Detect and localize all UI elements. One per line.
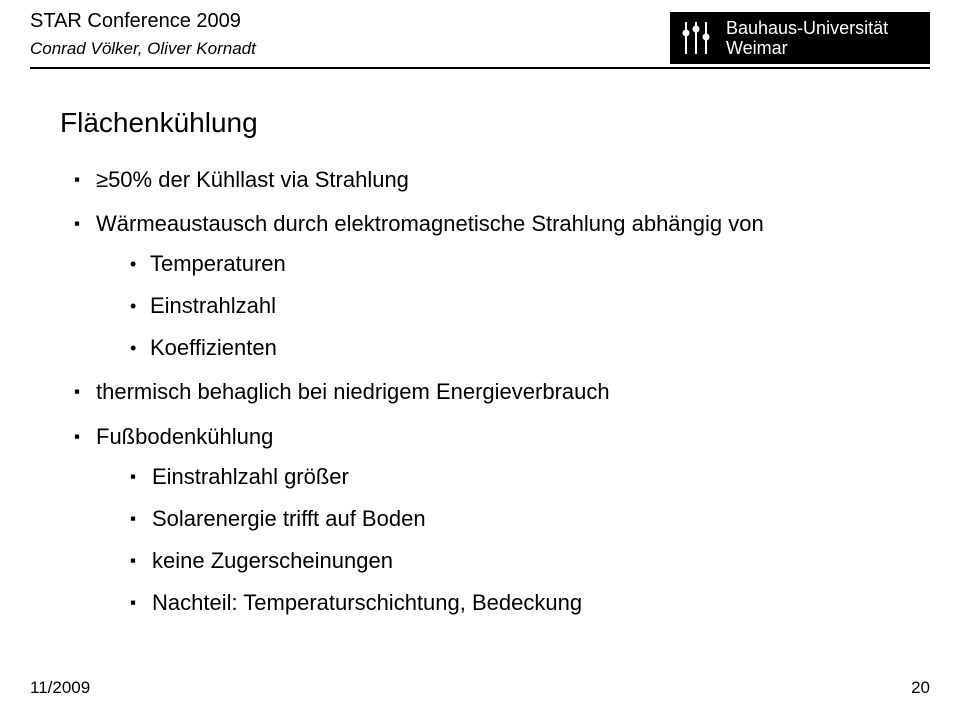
bullet-text: Koeffizienten bbox=[150, 335, 277, 360]
bullet-list: ≥50% der Kühllast via Strahlung Wärmeaus… bbox=[60, 163, 900, 620]
slide-heading: Flächenkühlung bbox=[60, 107, 900, 139]
logo-line2: Weimar bbox=[726, 38, 788, 58]
bullet-text: keine Zugerscheinungen bbox=[152, 548, 393, 573]
list-item: Solarenergie trifft auf Boden bbox=[130, 502, 900, 536]
bullet-text: Wärmeaustausch durch elektromagnetische … bbox=[96, 211, 764, 236]
slide-footer: 11/2009 20 bbox=[30, 678, 930, 698]
slide-header: STAR Conference 2009 Conrad Völker, Oliv… bbox=[0, 0, 960, 59]
logo-icon bbox=[670, 12, 722, 64]
bullet-text: Fußbodenkühlung bbox=[96, 424, 273, 449]
list-item: Einstrahlzahl größer bbox=[130, 460, 900, 494]
slide: STAR Conference 2009 Conrad Völker, Oliv… bbox=[0, 0, 960, 708]
list-item: thermisch behaglich bei niedrigem Energi… bbox=[74, 375, 900, 409]
logo-text: Bauhaus-Universität Weimar bbox=[722, 18, 888, 58]
bullet-text: Solarenergie trifft auf Boden bbox=[152, 506, 426, 531]
university-logo: Bauhaus-Universität Weimar bbox=[670, 12, 930, 64]
list-item: Wärmeaustausch durch elektromagnetische … bbox=[74, 207, 900, 365]
footer-date: 11/2009 bbox=[30, 678, 90, 698]
bullet-text: ≥50% der Kühllast via Strahlung bbox=[96, 167, 409, 192]
list-item: Nachteil: Temperaturschichtung, Bedeckun… bbox=[130, 586, 900, 620]
bullet-text: Nachteil: Temperaturschichtung, Bedeckun… bbox=[152, 590, 582, 615]
bullet-text: thermisch behaglich bei niedrigem Energi… bbox=[96, 379, 610, 404]
slide-content: Flächenkühlung ≥50% der Kühllast via Str… bbox=[0, 69, 960, 620]
bullet-text: Einstrahlzahl größer bbox=[152, 464, 349, 489]
page-number: 20 bbox=[911, 678, 930, 698]
list-item: keine Zugerscheinungen bbox=[130, 544, 900, 578]
list-item: ≥50% der Kühllast via Strahlung bbox=[74, 163, 900, 197]
list-item: Temperaturen bbox=[130, 247, 900, 281]
list-item: Fußbodenkühlung Einstrahlzahl größer Sol… bbox=[74, 420, 900, 620]
bullet-text: Temperaturen bbox=[150, 251, 286, 276]
sub-list: Temperaturen Einstrahlzahl Koeffizienten bbox=[96, 247, 900, 365]
list-item: Koeffizienten bbox=[130, 331, 900, 365]
list-item: Einstrahlzahl bbox=[130, 289, 900, 323]
bullet-text: Einstrahlzahl bbox=[150, 293, 276, 318]
sub-list: Einstrahlzahl größer Solarenergie trifft… bbox=[96, 460, 900, 620]
logo-line1: Bauhaus-Universität bbox=[726, 18, 888, 38]
